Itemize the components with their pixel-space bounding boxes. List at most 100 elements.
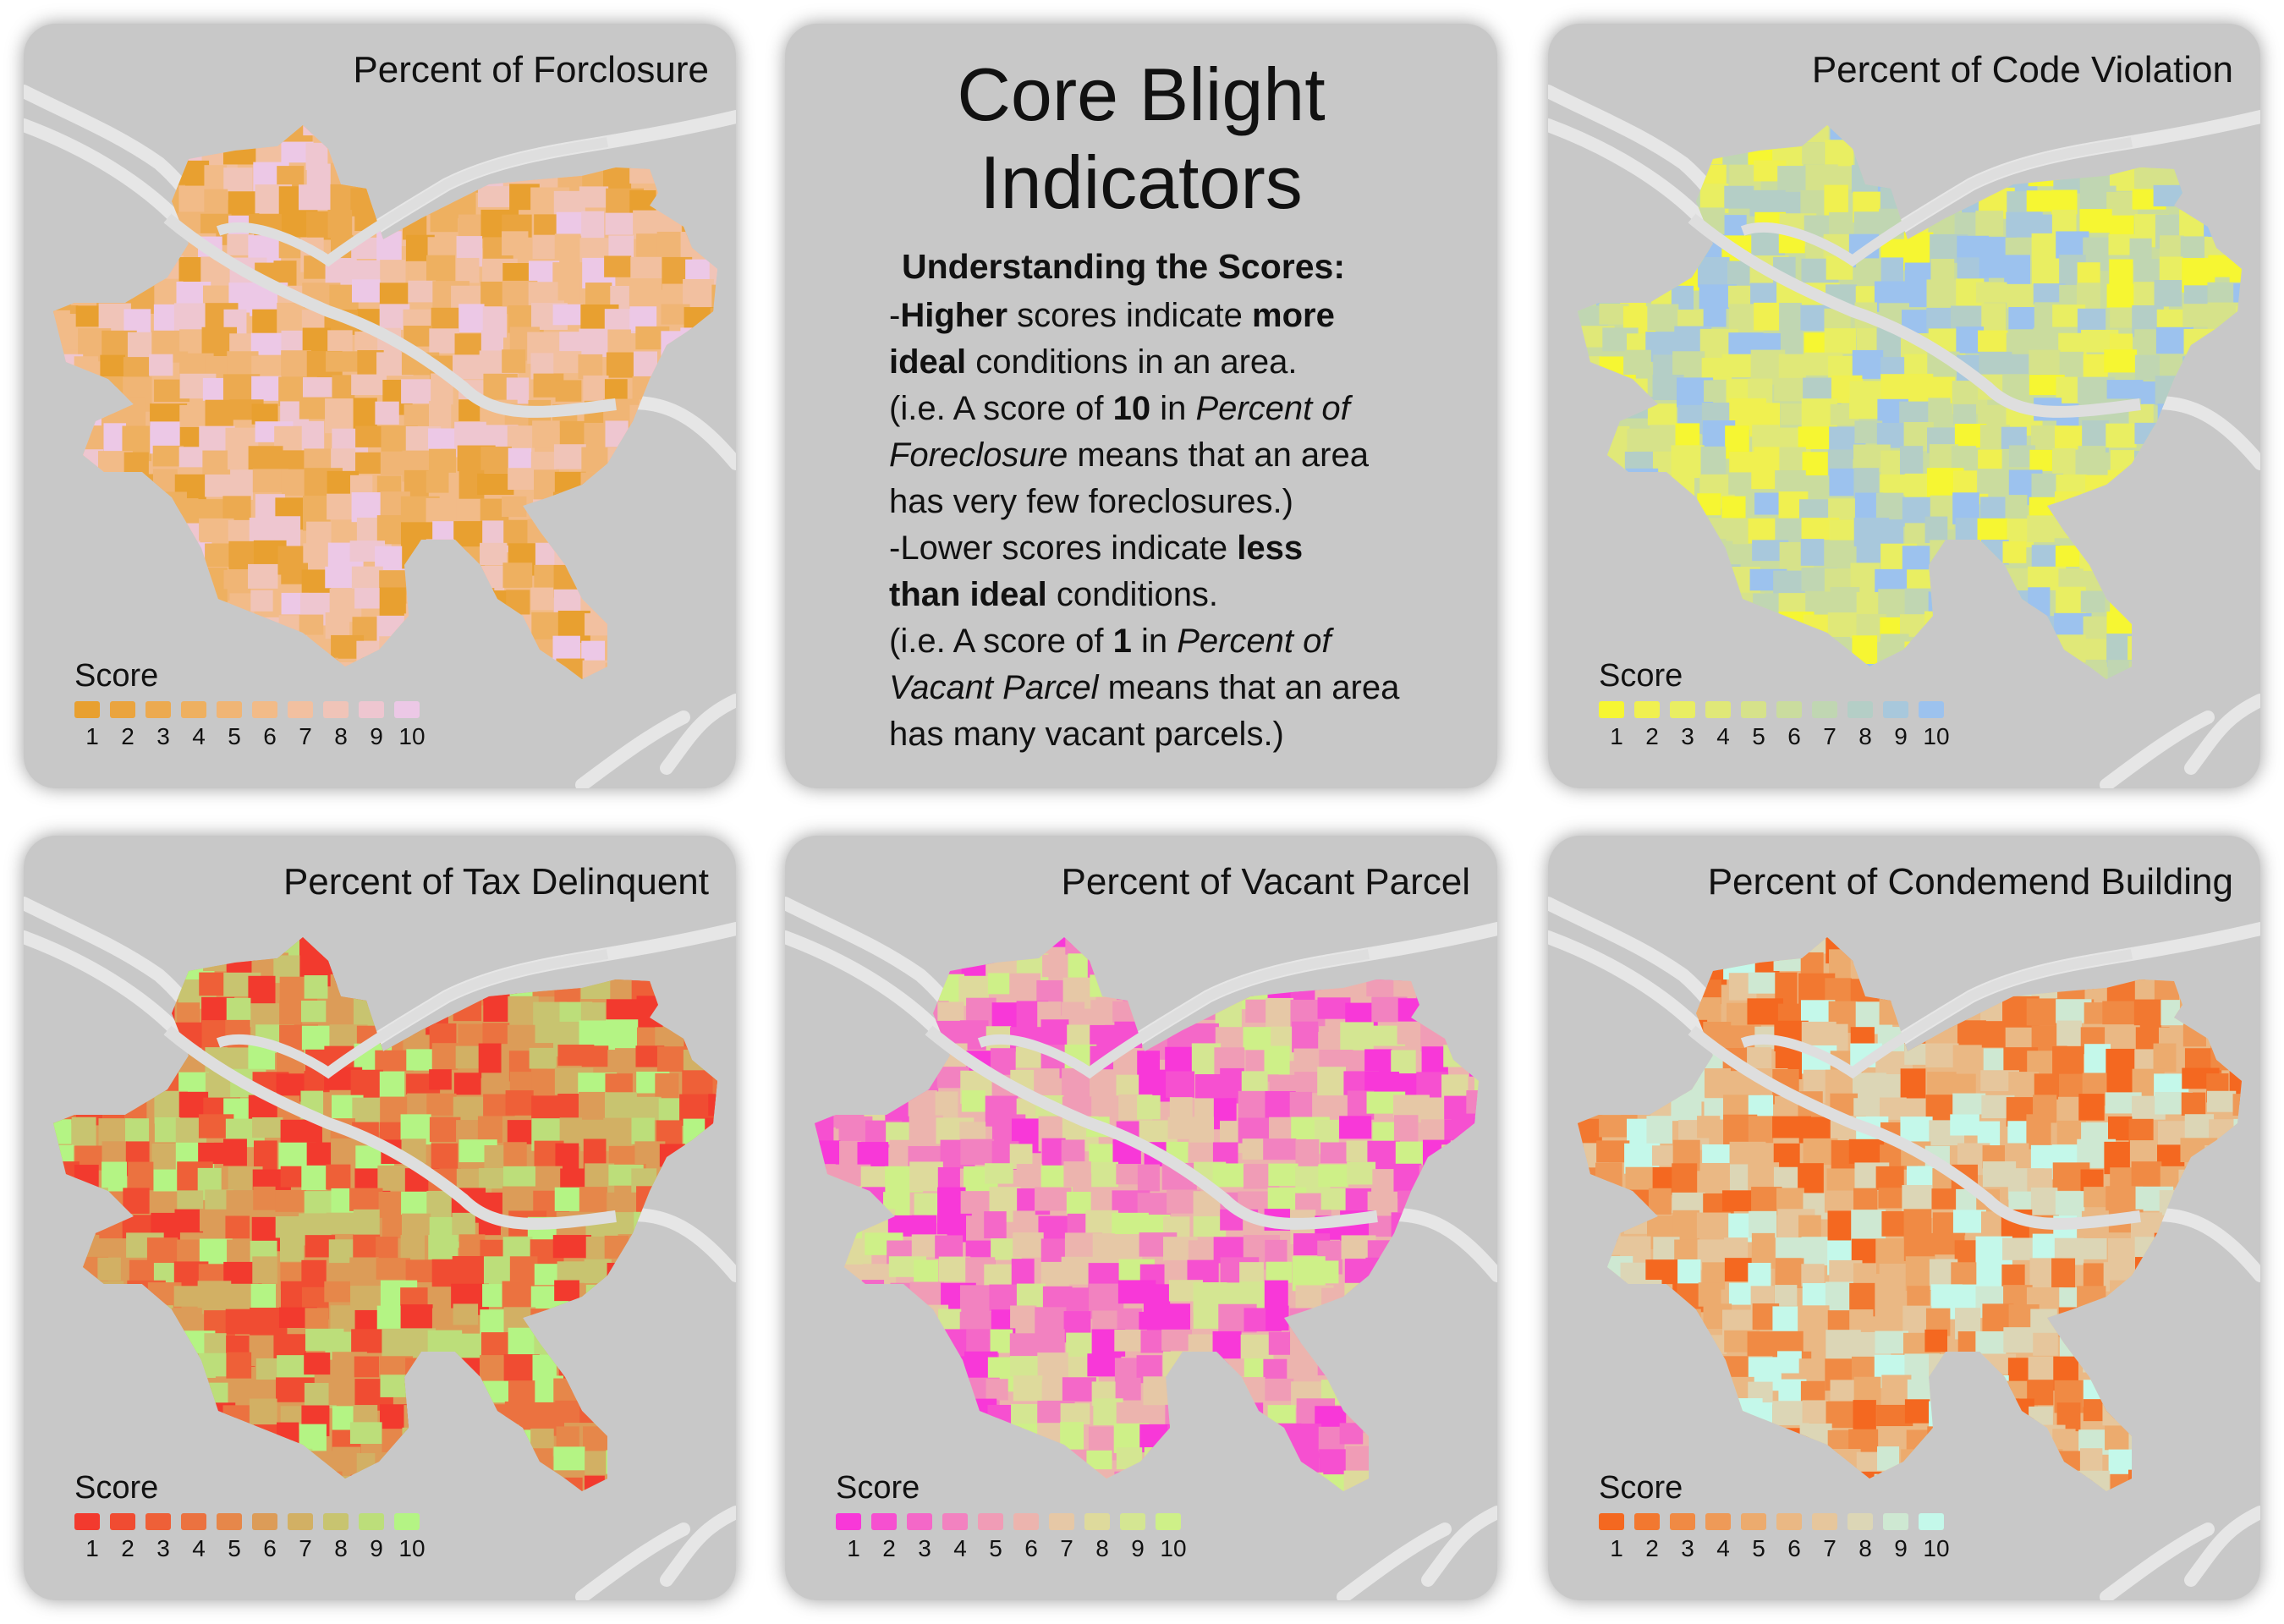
tract [605,1307,631,1336]
tract [1320,1334,1348,1357]
tract [654,635,679,666]
tract [636,1357,667,1391]
tract [1881,1374,1912,1400]
tract [711,641,717,664]
tract [351,279,381,303]
tract [662,451,696,473]
tract [552,304,584,326]
tract [553,444,586,469]
tract [53,1119,72,1144]
tract [75,184,108,211]
legend-swatch [1705,701,1731,718]
tract [1343,1380,1377,1414]
tract [1627,1375,1650,1396]
tract [280,1166,304,1188]
tract [2077,1286,2106,1316]
tract [1979,612,2013,641]
tract [706,1210,717,1233]
tract [458,588,495,615]
tract [2128,542,2164,571]
panel-info: Core Blight Indicators Understanding the… [785,24,1497,788]
panel-title: Percent of Condemend Building [1707,861,2233,903]
tract [2003,1327,2040,1353]
tract [1013,1210,1035,1232]
tract [630,562,664,586]
tract [556,1501,579,1525]
legend-swatch [1156,1513,1181,1530]
tract [2053,663,2088,679]
tract [53,162,79,188]
tract [1983,639,2018,671]
tract [1009,1333,1038,1358]
tract [915,1424,946,1453]
tract [940,1429,972,1452]
legend-title: Score [836,1470,920,1506]
tract [2059,1327,2088,1361]
tract [1266,1261,1293,1283]
tract [580,472,617,501]
tract [1443,1358,1475,1392]
tract [222,139,256,165]
tract [1874,125,1904,145]
tract [121,587,145,614]
tract [1672,1356,1698,1391]
tract [656,1351,693,1375]
tract [1320,1142,1351,1164]
tract [1217,1449,1254,1481]
tract [553,351,582,374]
tract [553,1446,585,1471]
tract [1266,1495,1300,1526]
tract [2233,1003,2242,1032]
tract [2183,1261,2215,1297]
tract [1624,451,1655,477]
tract [2237,1304,2242,1329]
tract [1472,1448,1479,1475]
tract [1365,1311,1397,1339]
tract [480,1380,509,1403]
river-line [2100,710,2215,788]
tract [1087,952,1117,979]
tract [687,451,717,481]
tract [1397,1237,1436,1270]
tract [1878,142,1916,172]
tract [2083,492,2108,523]
tract [1754,937,1780,963]
tract [2128,1429,2166,1459]
legend-number: 3 [918,1535,931,1561]
tract [1469,1026,1479,1059]
tract [2182,356,2212,378]
tract [1578,399,1609,420]
tract [96,1049,120,1075]
legend-numbers: 1 2 3 4 5 6 7 8 9 10 [74,1535,430,1562]
tract [1672,617,1702,641]
tract [1621,589,1654,611]
tract [2185,974,2210,1007]
tract [530,1309,568,1330]
tract [630,256,663,279]
tract [1979,665,2006,679]
tract [1578,1327,1601,1350]
tract [1696,1212,1731,1238]
tract [712,1072,717,1107]
tract [2054,634,2086,666]
tract [53,184,85,220]
tract [2031,641,2062,673]
tract [481,1073,505,1098]
tract [661,331,692,363]
tract [2051,1258,2076,1293]
tract [1013,1232,1044,1258]
tract [2028,587,2051,619]
tract [1899,955,1923,980]
tract [1417,1305,1450,1336]
tract [1620,520,1650,543]
tract [1950,1114,1979,1136]
tract [355,425,382,447]
tract [1750,611,1777,639]
tract [173,591,197,616]
tract [582,1330,618,1367]
tract [1091,1161,1118,1191]
tract [2033,1332,2058,1356]
tract [2155,546,2191,580]
tract [2231,239,2242,261]
tract [1595,165,1628,188]
